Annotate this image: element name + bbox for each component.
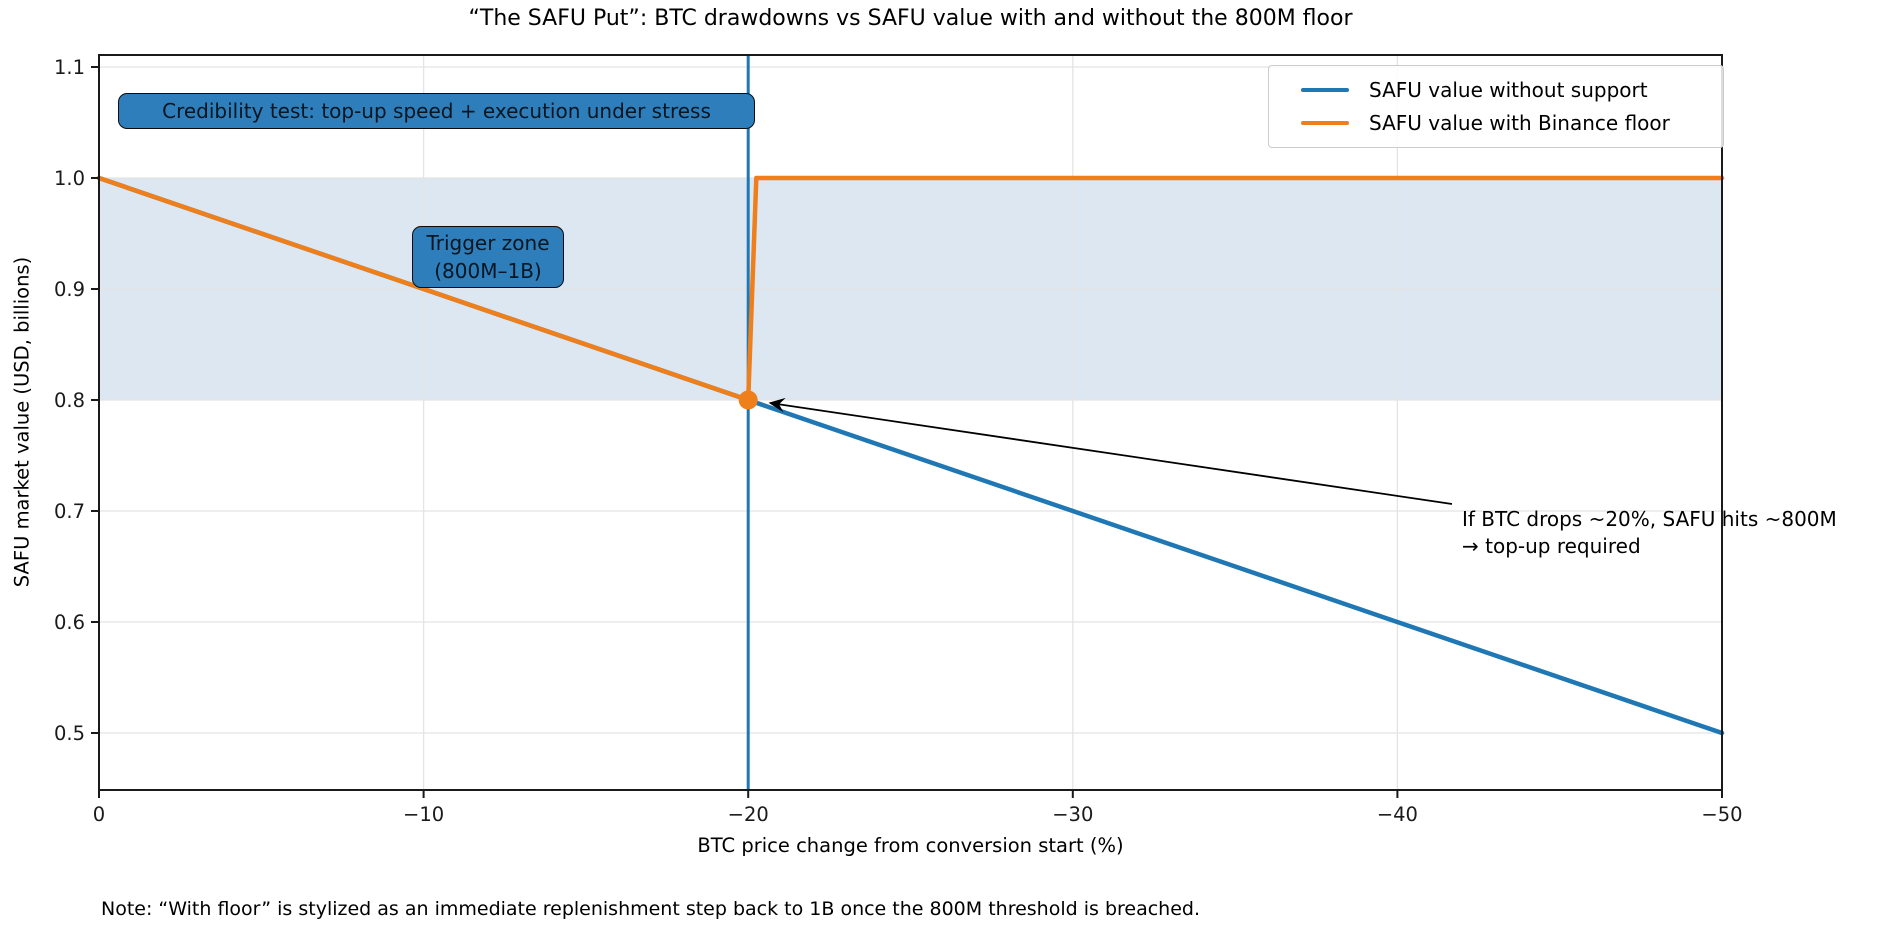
safu-with-binance-floor-line — [96, 175, 1725, 403]
chart-title: “The SAFU Put”: BTC drawdowns vs SAFU va… — [468, 6, 1353, 31]
legend-label: SAFU value with Binance floor — [1369, 111, 1670, 135]
trigger-point-marker — [738, 390, 758, 410]
plot-border — [98, 54, 1723, 791]
legend-line-sample-blue — [1301, 87, 1349, 93]
y-tick-label: 0.6 — [54, 611, 85, 634]
y-tick-label: 0.5 — [54, 722, 85, 745]
x-tick-label: −30 — [1052, 803, 1093, 826]
trigger-zone-annotation-box: Trigger zone (800M–1B) — [412, 226, 564, 288]
x-tick-label: −40 — [1377, 803, 1418, 826]
x-axis-label: BTC price change from conversion start (… — [697, 834, 1124, 857]
y-tick-label: 1.0 — [54, 167, 85, 190]
y-tick-label: 1.1 — [54, 56, 85, 79]
legend: SAFU value without support SAFU value wi… — [1268, 65, 1724, 148]
annotation-arrow — [768, 397, 1453, 505]
legend-item-with-floor: SAFU value with Binance floor — [1301, 111, 1723, 135]
x-tick-label: 0 — [93, 803, 105, 826]
x-tick-label: −50 — [1701, 803, 1742, 826]
legend-label: SAFU value without support — [1369, 78, 1648, 102]
legend-item-without-support: SAFU value without support — [1301, 78, 1723, 102]
trigger-zone-annotation-text: Trigger zone (800M–1B) — [426, 231, 550, 283]
y-axis-label: SAFU market value (USD, billions) — [10, 256, 34, 588]
x-tick-label: −10 — [403, 803, 444, 826]
y-tick-label: 0.9 — [54, 278, 85, 301]
x-tick-label: −20 — [728, 803, 769, 826]
topup-annotation-line1: If BTC drops ~20%, SAFU hits ~800M — [1462, 507, 1837, 531]
credibility-annotation-box: Credibility test: top-up speed + executi… — [118, 93, 755, 129]
topup-arrow-annotation-text: If BTC drops ~20%, SAFU hits ~800M → top… — [1462, 506, 1837, 560]
y-tick-label: 0.7 — [54, 500, 85, 523]
topup-annotation-line2: → top-up required — [1462, 534, 1641, 558]
y-tick-label: 0.8 — [54, 389, 85, 412]
legend-line-sample-orange — [1301, 120, 1349, 126]
footnote: Note: “With floor” is stylized as an imm… — [101, 898, 1201, 920]
credibility-annotation-text: Credibility test: top-up speed + executi… — [162, 99, 711, 123]
